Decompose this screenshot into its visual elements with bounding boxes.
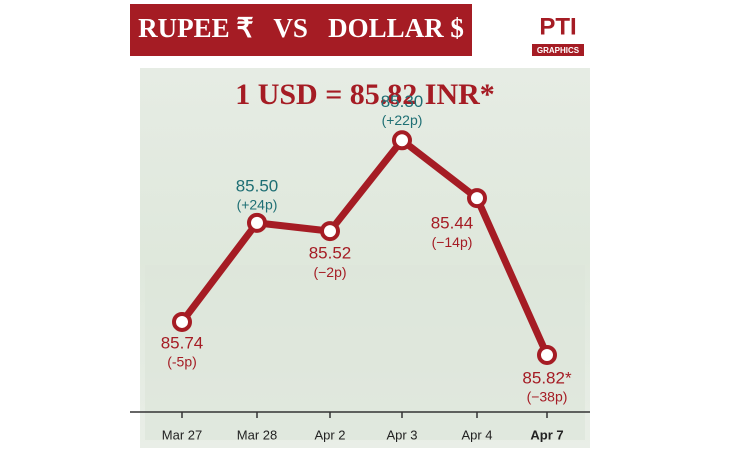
line [179,136,551,357]
point [320,221,340,242]
value-label: 85.52 [309,244,352,263]
x-tick-label: Apr 3 [386,427,417,442]
x-tick-label: Apr 7 [530,427,563,442]
point [537,344,557,365]
value-label: 85.30 [381,92,424,111]
value-label: 85.82* [522,368,572,387]
point [467,188,487,209]
title-box [130,4,472,56]
logo: PTI [539,13,576,40]
x-tick-label: Apr 2 [314,427,345,442]
chart-title: RUPEE ₹ VS DOLLAR $ [138,13,464,43]
point [172,311,192,332]
change-label: (−14p) [432,234,473,250]
change-label: (−2p) [313,264,346,280]
point [247,212,267,233]
value-label: 85.44 [431,214,474,233]
point [392,130,412,151]
logo-sub: GRAPHICS [537,46,580,55]
x-tick-label: Mar 28 [237,427,277,442]
value-label: 85.50 [236,176,279,195]
x-tick-label: Mar 27 [162,427,202,442]
value-label: 85.74 [161,333,204,352]
subtitle: 1 USD = 85.82 INR* [235,78,495,111]
change-label: (-5p) [167,354,197,370]
change-label: (+24p) [237,197,278,213]
change-label: (−38p) [527,389,568,405]
x-tick-label: Apr 4 [461,427,492,442]
logo-bar [532,44,584,56]
background-note [145,265,585,440]
change-label: (+22p) [382,112,423,128]
